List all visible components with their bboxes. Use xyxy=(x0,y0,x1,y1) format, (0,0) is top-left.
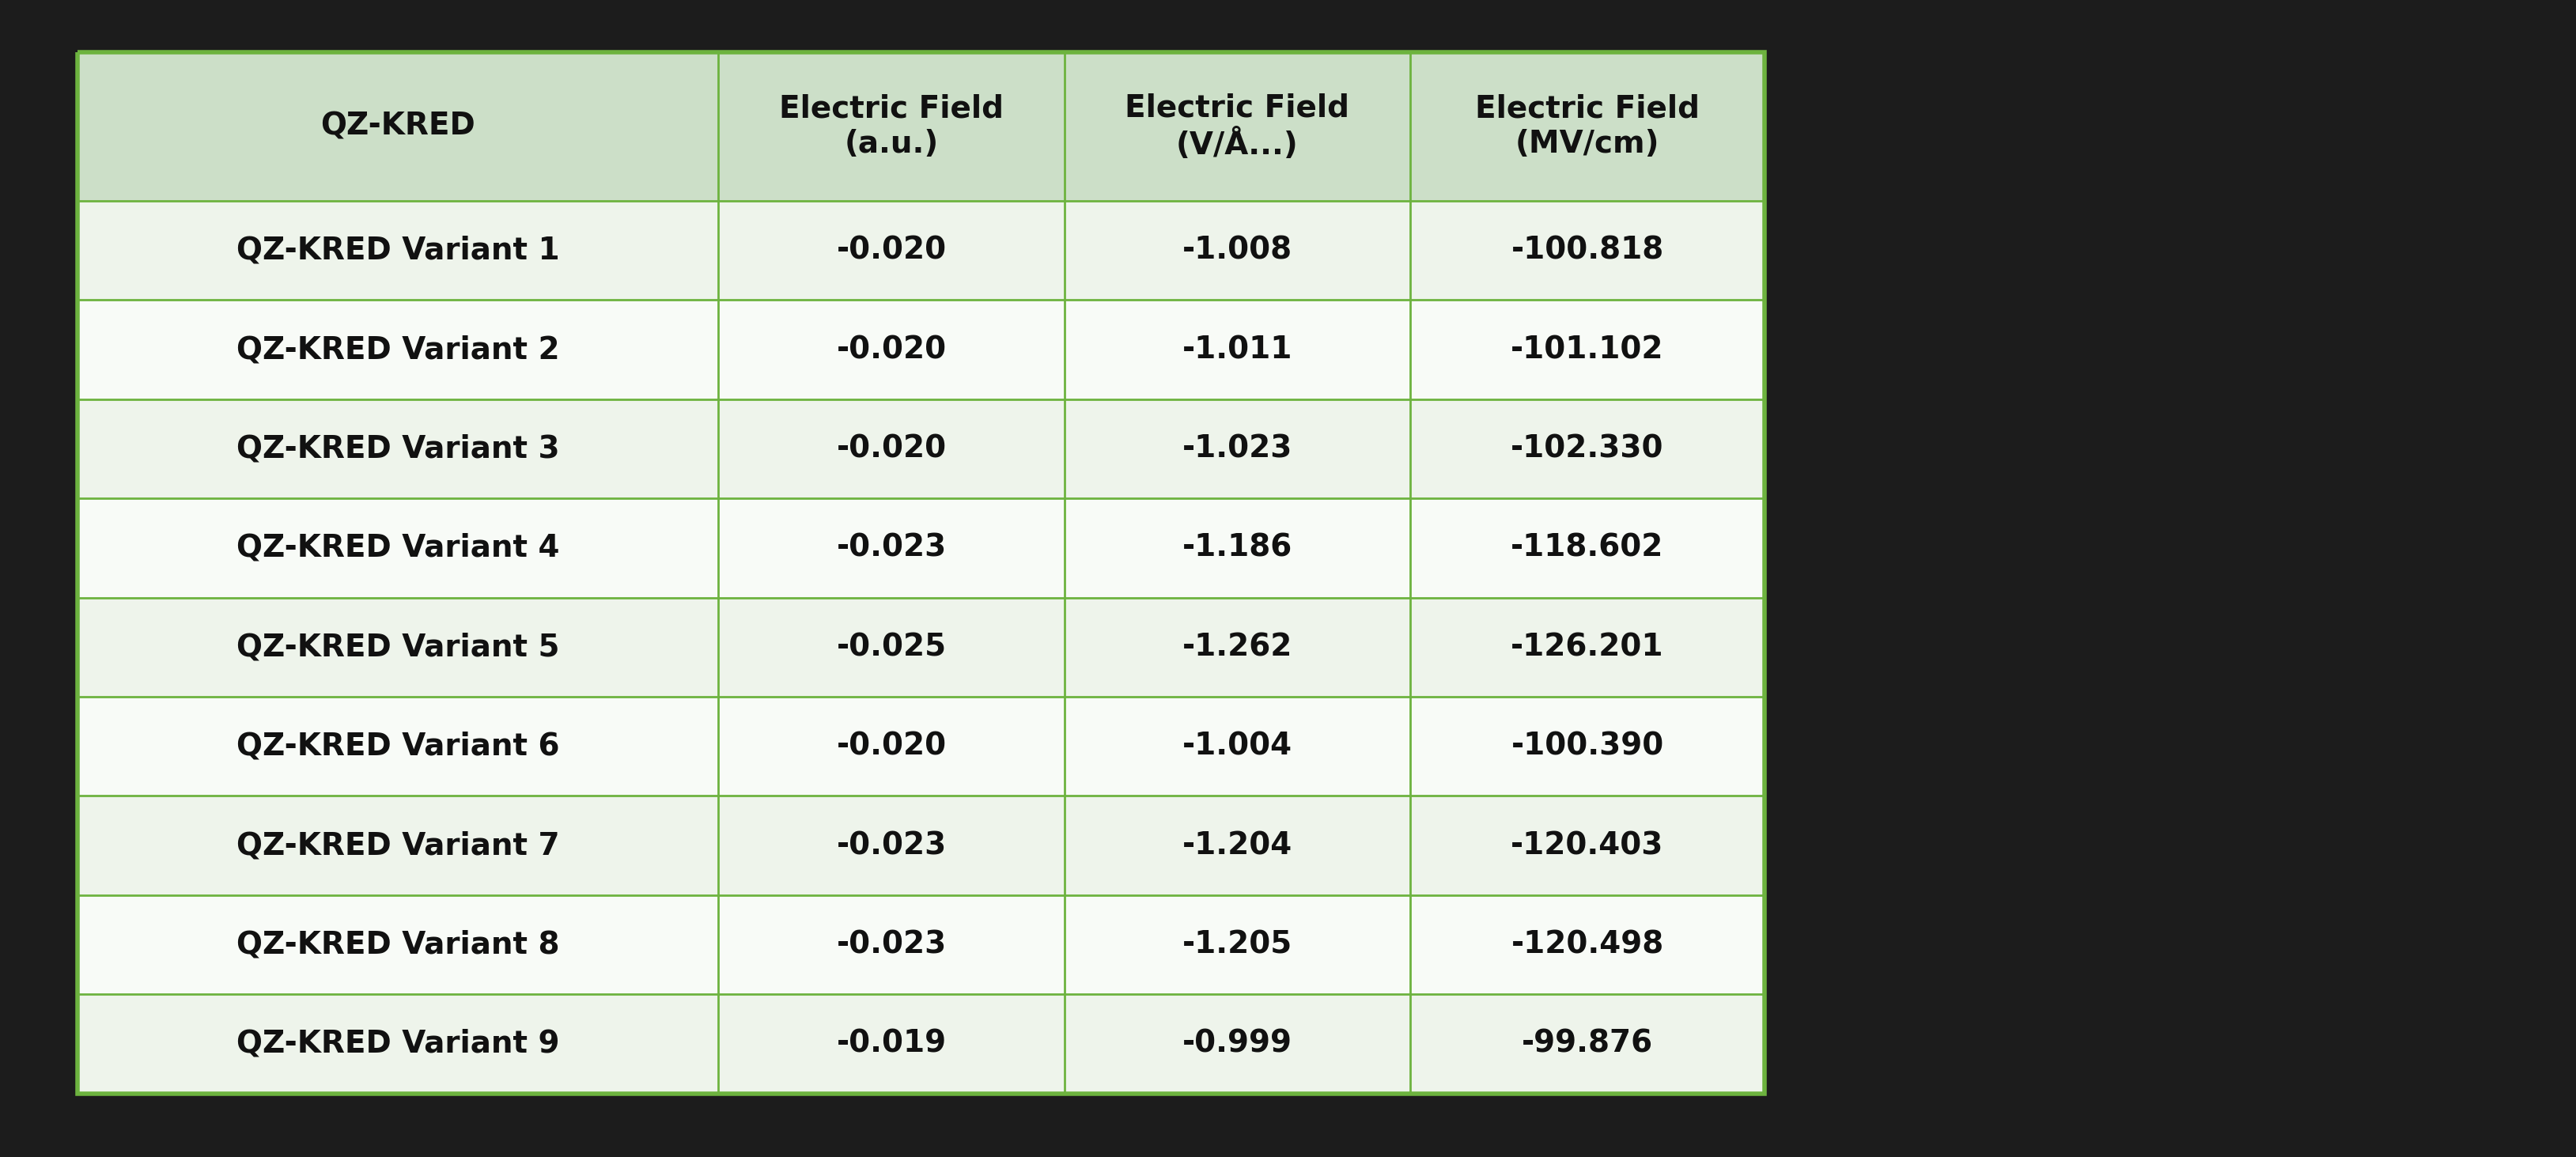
Bar xyxy=(1409,896,1765,994)
Text: -0.020: -0.020 xyxy=(837,334,945,364)
Text: -0.020: -0.020 xyxy=(837,235,945,265)
Bar xyxy=(1064,300,1409,399)
Text: -1.262: -1.262 xyxy=(1182,632,1293,662)
Text: QZ-KRED Variant 7: QZ-KRED Variant 7 xyxy=(237,831,559,861)
Text: -126.201: -126.201 xyxy=(1512,632,1664,662)
Text: -102.330: -102.330 xyxy=(1512,434,1664,464)
Text: -120.403: -120.403 xyxy=(1512,831,1664,861)
Bar xyxy=(77,52,719,201)
Bar xyxy=(719,52,1064,201)
Text: -0.025: -0.025 xyxy=(837,632,945,662)
Text: -0.020: -0.020 xyxy=(837,434,945,464)
Bar xyxy=(1064,896,1409,994)
Bar xyxy=(1064,994,1409,1093)
Bar xyxy=(77,697,719,796)
Bar xyxy=(77,597,719,697)
Bar xyxy=(1409,201,1765,300)
Text: QZ-KRED Variant 2: QZ-KRED Variant 2 xyxy=(237,334,559,364)
Text: -1.008: -1.008 xyxy=(1182,235,1293,265)
Text: -120.498: -120.498 xyxy=(1512,929,1664,959)
Text: -118.602: -118.602 xyxy=(1512,533,1664,563)
Text: -0.023: -0.023 xyxy=(837,929,945,959)
Text: -1.011: -1.011 xyxy=(1182,334,1293,364)
Bar xyxy=(719,697,1064,796)
Bar xyxy=(1064,52,1409,201)
Text: -0.999: -0.999 xyxy=(1182,1029,1293,1059)
Text: -100.390: -100.390 xyxy=(1512,731,1664,761)
Text: QZ-KRED Variant 3: QZ-KRED Variant 3 xyxy=(237,434,559,464)
Text: Electric Field
(V/Å...): Electric Field (V/Å...) xyxy=(1126,93,1350,161)
Bar xyxy=(719,994,1064,1093)
Text: QZ-KRED Variant 1: QZ-KRED Variant 1 xyxy=(237,235,559,265)
Bar xyxy=(77,796,719,896)
Bar xyxy=(1409,697,1765,796)
Text: -1.023: -1.023 xyxy=(1182,434,1293,464)
Bar xyxy=(77,896,719,994)
Text: -0.020: -0.020 xyxy=(837,731,945,761)
Text: -100.818: -100.818 xyxy=(1512,235,1664,265)
Text: -1.205: -1.205 xyxy=(1182,929,1293,959)
Text: -101.102: -101.102 xyxy=(1512,334,1664,364)
Bar xyxy=(77,994,719,1093)
Bar xyxy=(719,499,1064,597)
Text: Electric Field
(a.u.): Electric Field (a.u.) xyxy=(778,94,1005,159)
Bar xyxy=(719,399,1064,499)
Bar xyxy=(719,597,1064,697)
Text: -0.023: -0.023 xyxy=(837,533,945,563)
Bar xyxy=(719,896,1064,994)
Bar xyxy=(77,499,719,597)
Bar xyxy=(1064,499,1409,597)
Text: QZ-KRED Variant 4: QZ-KRED Variant 4 xyxy=(237,533,559,563)
Text: Electric Field
(MV/cm): Electric Field (MV/cm) xyxy=(1476,94,1700,159)
Text: -0.019: -0.019 xyxy=(837,1029,945,1059)
Bar xyxy=(1409,499,1765,597)
Bar xyxy=(1409,52,1765,201)
Bar xyxy=(77,300,719,399)
Bar xyxy=(1064,796,1409,896)
Bar xyxy=(1409,300,1765,399)
Bar xyxy=(1064,597,1409,697)
Text: -99.876: -99.876 xyxy=(1522,1029,1654,1059)
Bar xyxy=(1409,994,1765,1093)
Bar xyxy=(1409,796,1765,896)
Bar xyxy=(77,201,719,300)
Bar xyxy=(1064,201,1409,300)
Bar xyxy=(719,796,1064,896)
Bar xyxy=(1409,597,1765,697)
Text: -1.004: -1.004 xyxy=(1182,731,1293,761)
Bar xyxy=(1064,399,1409,499)
Bar xyxy=(1064,697,1409,796)
Bar xyxy=(77,399,719,499)
Text: -0.023: -0.023 xyxy=(837,831,945,861)
Text: QZ-KRED Variant 5: QZ-KRED Variant 5 xyxy=(237,632,559,662)
Text: QZ-KRED: QZ-KRED xyxy=(319,111,477,141)
Text: QZ-KRED Variant 8: QZ-KRED Variant 8 xyxy=(237,929,559,959)
Bar xyxy=(1409,399,1765,499)
Text: QZ-KRED Variant 9: QZ-KRED Variant 9 xyxy=(237,1029,559,1059)
Text: -1.204: -1.204 xyxy=(1182,831,1293,861)
Bar xyxy=(719,201,1064,300)
Text: QZ-KRED Variant 6: QZ-KRED Variant 6 xyxy=(237,731,559,761)
Text: -1.186: -1.186 xyxy=(1182,533,1293,563)
Bar xyxy=(719,300,1064,399)
